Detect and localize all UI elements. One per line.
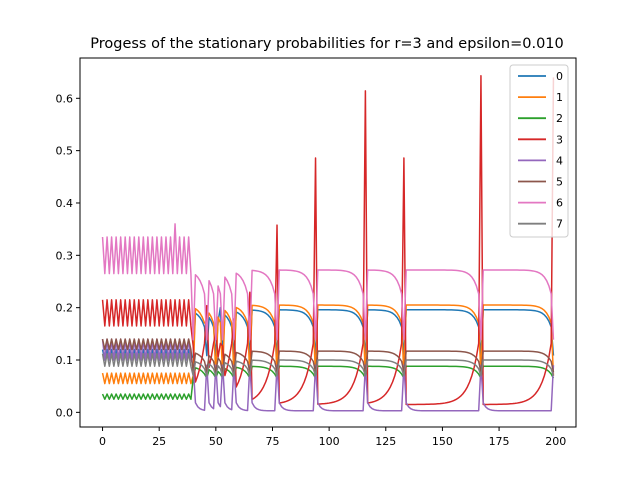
- legend-label-4: 4: [556, 154, 563, 167]
- series-line-5: [101, 338, 555, 373]
- x-tick-label: 0: [99, 435, 106, 448]
- legend-label-2: 2: [556, 112, 563, 125]
- x-tick-label: 25: [152, 435, 166, 448]
- legend-label-5: 5: [556, 176, 563, 189]
- legend-label-1: 1: [556, 91, 563, 104]
- x-tick-label: 75: [265, 435, 279, 448]
- plot-lines: [101, 75, 555, 412]
- legend-label-7: 7: [556, 218, 563, 231]
- series-line-6: [101, 223, 555, 341]
- series-line-2: [101, 365, 555, 401]
- y-tick-label: 0.2: [56, 302, 74, 315]
- x-tick-label: 50: [209, 435, 223, 448]
- x-tick-label: 125: [375, 435, 396, 448]
- y-axis: 0.0 0.1 0.2 0.3 0.4 0.5 0.6: [56, 92, 80, 419]
- y-tick-label: 0.0: [56, 406, 74, 419]
- legend-label-3: 3: [556, 133, 563, 146]
- chart-title: Progess of the stationary probabilities …: [90, 36, 564, 52]
- x-tick-label: 200: [545, 435, 566, 448]
- series-line-3: [101, 75, 555, 406]
- x-tick-label: 100: [319, 435, 340, 448]
- plot-frame: [79, 57, 577, 428]
- y-tick-label: 0.5: [56, 145, 74, 158]
- series-line-4: [101, 338, 555, 412]
- y-tick-label: 0.4: [56, 197, 74, 210]
- y-tick-label: 0.3: [56, 249, 74, 262]
- y-tick-label: 0.6: [56, 92, 74, 105]
- legend-label-6: 6: [556, 197, 563, 210]
- x-axis: 0 25 50 75 100 125 150 175 200: [99, 427, 566, 448]
- x-tick-label: 150: [432, 435, 453, 448]
- legend-label-0: 0: [556, 70, 563, 83]
- legend-box: [509, 64, 569, 238]
- x-tick-label: 175: [489, 435, 510, 448]
- series-line-7: [101, 352, 555, 377]
- legend: 0 1 2 3 4 5 6 7: [509, 64, 569, 238]
- y-tick-label: 0.1: [56, 354, 74, 367]
